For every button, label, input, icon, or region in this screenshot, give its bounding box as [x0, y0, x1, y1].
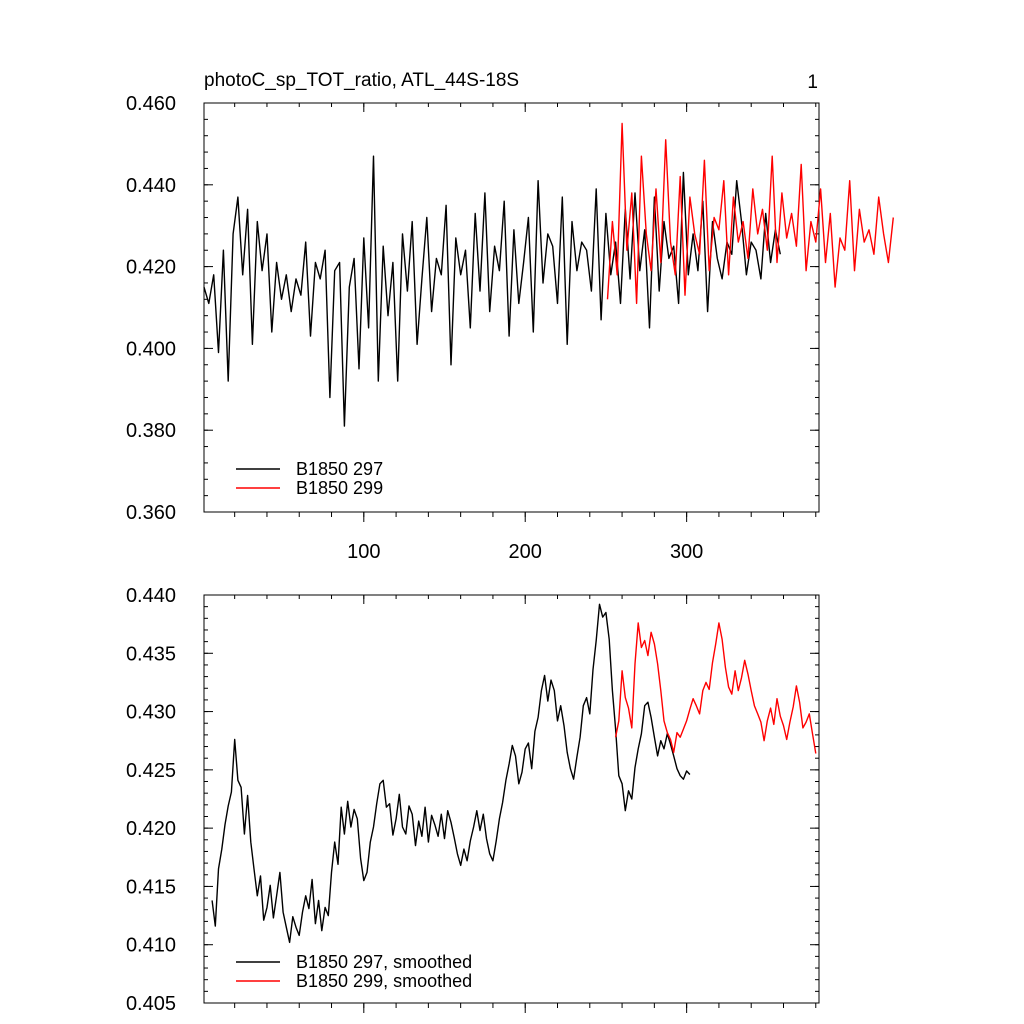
series-line-b1850-297 — [203, 155, 781, 427]
y-tick-label: 0.420 — [126, 257, 176, 279]
legend-label: B1850 299, smoothed — [296, 971, 472, 991]
legend-label: B1850 299 — [296, 478, 383, 498]
y-tick-label: 0.425 — [126, 760, 176, 782]
top-panel: 0.360 0.380 0.400 0.420 0.440 0.460 100 200 300 B… — [126, 93, 894, 563]
y-tick-label: 0.460 — [126, 93, 176, 115]
y-tick-label: 0.415 — [126, 876, 176, 898]
y-tick-label: 0.440 — [126, 175, 176, 197]
y-tick-label: 0.405 — [126, 993, 176, 1015]
y-tick-label: 0.410 — [126, 935, 176, 957]
y-tick-label: 0.400 — [126, 338, 176, 360]
plot-frame — [203, 102, 820, 513]
y-tick-label: 0.420 — [126, 818, 176, 840]
bottom-panel: 0.405 0.410 0.415 0.420 0.425 0.430 0.435 0.440… — [126, 585, 820, 1015]
x-tick-label: 100 — [347, 541, 380, 563]
x-tick-label: 300 — [670, 541, 703, 563]
series-line-b1850-299 — [614, 622, 817, 754]
panel-label: 1 — [807, 72, 818, 93]
legend-label: B1850 297 — [296, 459, 383, 479]
y-tick-label: 0.380 — [126, 420, 176, 442]
plot-frame — [203, 594, 820, 1004]
y-tick-label: 0.440 — [126, 585, 176, 607]
x-tick-label: 200 — [509, 541, 542, 563]
legend-label: B1850 297, smoothed — [296, 952, 472, 972]
series-line-b1850-299 — [606, 122, 894, 305]
y-tick-label: 0.435 — [126, 643, 176, 665]
series-line-b1850-297 — [211, 603, 691, 944]
y-tick-label: 0.430 — [126, 702, 176, 724]
y-tick-label: 0.360 — [126, 502, 176, 524]
chart-title: photoC_sp_TOT_ratio, ATL_44S-18S — [204, 70, 519, 91]
